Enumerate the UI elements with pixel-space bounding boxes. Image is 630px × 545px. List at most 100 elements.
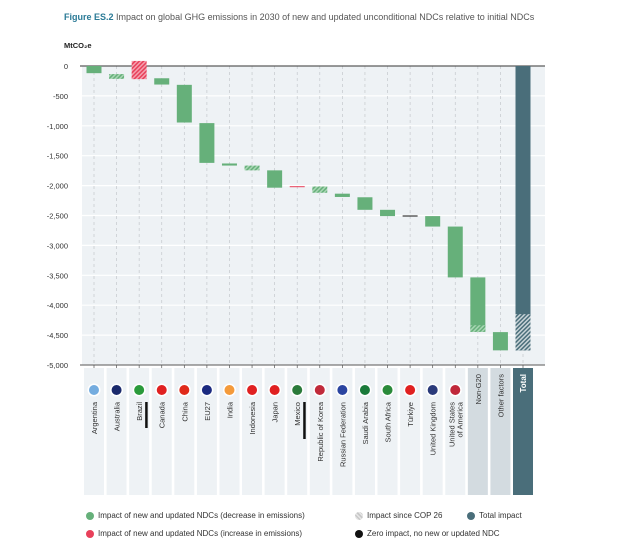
category-column xyxy=(264,368,285,495)
category-label: India xyxy=(225,401,234,418)
category-column xyxy=(490,368,511,495)
flag-russia-icon xyxy=(335,383,349,397)
bar-non-g20 xyxy=(470,277,486,332)
category-column xyxy=(129,368,150,495)
y-tick-label: -1,500 xyxy=(47,152,68,161)
category-column xyxy=(377,368,398,495)
bar-russian-federation xyxy=(334,193,350,197)
flag-china-icon xyxy=(177,383,191,397)
category-label: Mexico xyxy=(293,402,302,426)
bar-mexico xyxy=(289,186,305,188)
category-label: United States xyxy=(447,402,456,447)
bar-canada xyxy=(154,78,170,85)
bar-since-cop26-part xyxy=(515,314,531,351)
category-column xyxy=(400,368,421,495)
y-tick-label: -2,000 xyxy=(47,182,68,191)
flag-india-icon xyxy=(222,383,236,397)
bar-other-factors xyxy=(492,332,508,351)
legend-label: Total impact xyxy=(479,511,522,520)
legend-label: Zero impact, no new or updated NDC xyxy=(367,529,500,538)
legend-total: Total impact xyxy=(467,511,522,520)
category-column xyxy=(467,368,488,495)
flag-southafrica-icon xyxy=(381,383,395,397)
category-label: China xyxy=(180,401,189,421)
legend-swatch xyxy=(355,529,363,538)
category-column xyxy=(513,368,533,495)
figure-label: Figure ES.2 xyxy=(64,12,114,22)
bar-t-rkiye xyxy=(402,215,418,217)
legend-since-cop26: Impact since COP 26 xyxy=(355,511,442,520)
bar-since-cop26-part xyxy=(470,325,486,332)
flag-eu-icon xyxy=(200,383,214,397)
bar-eu27 xyxy=(199,123,215,163)
figure-title: Figure ES.2 Impact on global GHG emissio… xyxy=(64,12,534,22)
category-column xyxy=(354,368,375,495)
category-column xyxy=(242,368,263,495)
bar-republic-of-korea xyxy=(312,186,328,193)
flag-indonesia-icon xyxy=(245,383,259,397)
category-label: Indonesia xyxy=(248,401,257,434)
category-label: United Kingdom xyxy=(429,402,438,455)
title-text: Impact on global GHG emissions in 2030 o… xyxy=(116,12,535,22)
category-column xyxy=(219,368,240,495)
legend-increase: Impact of new and updated NDCs (increase… xyxy=(86,529,302,538)
category-label: Total xyxy=(519,374,528,393)
bar-united-kingdom xyxy=(425,216,441,227)
bar-australia xyxy=(109,74,125,79)
flag-japan-icon xyxy=(268,383,282,397)
flag-saudi-icon xyxy=(358,383,372,397)
category-column xyxy=(332,368,353,495)
flag-korea-icon xyxy=(313,383,327,397)
bar-saudi-arabia xyxy=(357,197,373,210)
flag-uk-icon xyxy=(426,383,440,397)
category-column xyxy=(84,368,104,495)
y-tick-label: -3,000 xyxy=(47,241,68,250)
legend-swatch xyxy=(355,511,363,520)
y-tick-label: -2,500 xyxy=(47,212,68,221)
category-column xyxy=(309,368,330,495)
y-tick-label: -1,000 xyxy=(47,122,68,131)
category-label: Japan xyxy=(271,402,280,422)
category-label: South Africa xyxy=(384,401,393,442)
category-column xyxy=(445,368,466,495)
flag-argentina-icon xyxy=(87,383,101,397)
y-tick-label: -500 xyxy=(53,92,68,101)
legend-label: Impact of new and updated NDCs (increase… xyxy=(98,529,303,538)
category-label: Russian Federation xyxy=(338,402,347,467)
category-label: Saudi Arabia xyxy=(361,401,370,444)
bar-brazil xyxy=(131,60,147,80)
zero-impact-marker xyxy=(145,402,148,428)
flag-turkiye-icon xyxy=(403,383,417,397)
category-label: Canada xyxy=(158,401,167,428)
legend-label: Impact of new and updated NDCs (decrease… xyxy=(98,511,305,520)
category-column xyxy=(151,368,172,495)
bar-united-states-of-america xyxy=(447,226,463,278)
category-column xyxy=(174,368,195,495)
category-column xyxy=(287,368,308,495)
legend-swatch xyxy=(86,529,94,538)
bar-south-africa xyxy=(380,209,396,217)
flag-brazil-icon xyxy=(132,383,146,397)
zero-impact-marker xyxy=(303,402,306,439)
y-tick-label: -4,000 xyxy=(47,301,68,310)
y-axis-label: MtCO₂e xyxy=(64,41,92,50)
category-label: Brazil xyxy=(135,402,144,421)
category-label: of America xyxy=(455,401,464,437)
category-label: Argentina xyxy=(90,401,99,434)
legend-zero: Zero impact, no new or updated NDC xyxy=(355,529,500,538)
bar-india xyxy=(221,163,237,166)
legend-swatch xyxy=(467,511,475,520)
category-column xyxy=(106,368,127,495)
category-label: Republic of Korea xyxy=(316,401,325,461)
legend-decrease: Impact of new and updated NDCs (decrease… xyxy=(86,511,305,520)
category-column xyxy=(422,368,443,495)
category-label: Other factors xyxy=(496,374,505,418)
category-column xyxy=(196,368,217,495)
legend-label: Impact since COP 26 xyxy=(367,511,443,520)
bar-china xyxy=(176,84,192,123)
category-label: Non-G20 xyxy=(474,374,483,404)
y-tick-label: -5,000 xyxy=(47,361,68,370)
flag-australia-icon xyxy=(110,383,124,397)
